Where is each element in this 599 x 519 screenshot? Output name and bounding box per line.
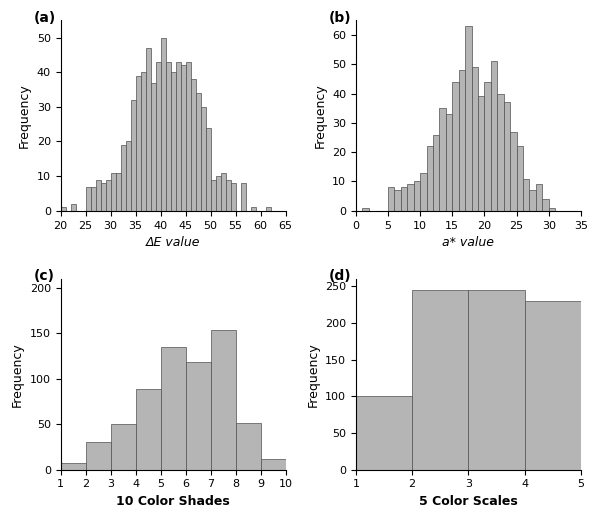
Bar: [201, 107, 205, 211]
Bar: [485, 82, 491, 211]
Bar: [261, 459, 286, 470]
Bar: [135, 389, 161, 470]
Bar: [530, 190, 536, 211]
Bar: [95, 180, 101, 211]
Bar: [525, 301, 581, 470]
Bar: [156, 62, 161, 211]
Bar: [161, 347, 186, 470]
Bar: [71, 204, 75, 211]
Y-axis label: Frequency: Frequency: [18, 83, 31, 148]
Bar: [452, 82, 459, 211]
Bar: [195, 93, 201, 211]
Bar: [210, 180, 216, 211]
Bar: [60, 463, 86, 470]
Bar: [126, 142, 131, 211]
Bar: [186, 62, 190, 211]
Bar: [146, 48, 150, 211]
Bar: [426, 146, 433, 211]
Bar: [516, 146, 523, 211]
Bar: [581, 429, 599, 470]
Bar: [210, 330, 235, 470]
Bar: [226, 180, 231, 211]
Bar: [235, 424, 261, 470]
X-axis label: 5 Color Scales: 5 Color Scales: [419, 495, 518, 508]
Bar: [362, 208, 369, 211]
Bar: [465, 26, 471, 211]
Y-axis label: Frequency: Frequency: [307, 342, 319, 407]
Text: (d): (d): [329, 269, 352, 283]
Bar: [542, 199, 549, 211]
Bar: [504, 102, 510, 211]
Bar: [120, 145, 126, 211]
Bar: [250, 207, 256, 211]
Bar: [216, 176, 220, 211]
Bar: [420, 173, 426, 211]
Bar: [90, 186, 95, 211]
Bar: [440, 108, 446, 211]
Bar: [388, 187, 394, 211]
Bar: [186, 362, 210, 470]
X-axis label: 10 Color Shades: 10 Color Shades: [116, 495, 230, 508]
Bar: [497, 93, 504, 211]
Bar: [176, 62, 180, 211]
Bar: [86, 442, 111, 470]
Y-axis label: Frequency: Frequency: [11, 342, 24, 407]
Bar: [491, 61, 497, 211]
Bar: [433, 134, 440, 211]
Bar: [171, 72, 176, 211]
Bar: [412, 290, 468, 470]
Bar: [205, 128, 210, 211]
Bar: [549, 208, 555, 211]
X-axis label: a* value: a* value: [443, 236, 494, 249]
Bar: [241, 183, 246, 211]
Text: (b): (b): [329, 11, 352, 25]
Bar: [478, 97, 485, 211]
Bar: [401, 187, 407, 211]
Bar: [407, 184, 414, 211]
Bar: [141, 72, 146, 211]
Bar: [459, 70, 465, 211]
Bar: [116, 173, 120, 211]
Bar: [414, 182, 420, 211]
X-axis label: ΔE value: ΔE value: [146, 236, 200, 249]
Bar: [468, 290, 525, 470]
Bar: [111, 173, 116, 211]
Bar: [536, 184, 542, 211]
Bar: [231, 183, 235, 211]
Bar: [105, 180, 111, 211]
Bar: [523, 179, 530, 211]
Bar: [165, 62, 171, 211]
Bar: [265, 207, 271, 211]
Text: (c): (c): [34, 269, 55, 283]
Bar: [356, 397, 412, 470]
Bar: [131, 100, 135, 211]
Bar: [111, 424, 135, 470]
Bar: [510, 132, 516, 211]
Bar: [150, 83, 156, 211]
Bar: [446, 114, 452, 211]
Bar: [135, 76, 141, 211]
Bar: [180, 65, 186, 211]
Bar: [220, 173, 226, 211]
Bar: [101, 183, 105, 211]
Bar: [161, 37, 165, 211]
Text: (a): (a): [34, 11, 56, 25]
Bar: [190, 79, 195, 211]
Y-axis label: Frequency: Frequency: [313, 83, 326, 148]
Bar: [394, 190, 401, 211]
Bar: [86, 186, 90, 211]
Bar: [471, 67, 478, 211]
Bar: [60, 207, 65, 211]
